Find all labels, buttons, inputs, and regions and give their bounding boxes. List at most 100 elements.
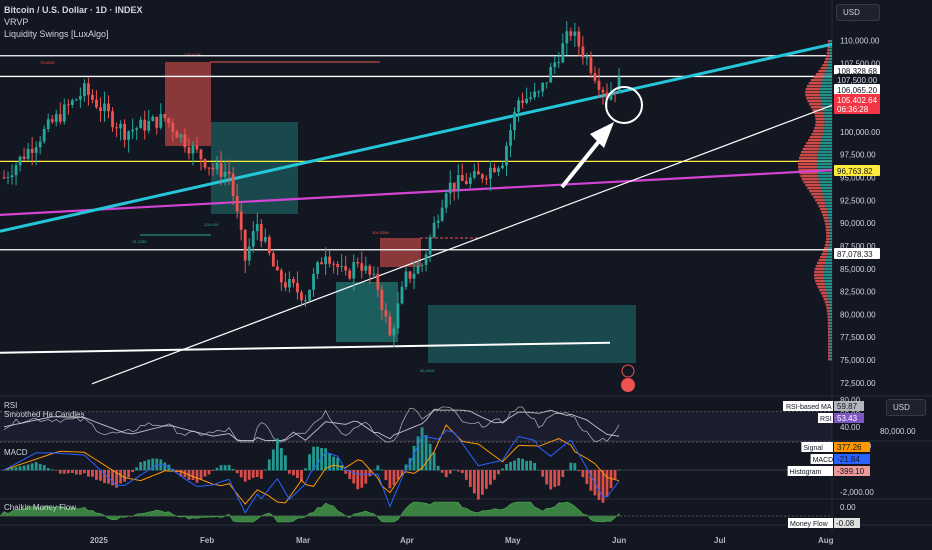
- candle: [279, 270, 283, 283]
- cmf-title[interactable]: Chaikin Money Flow: [4, 503, 77, 512]
- volume-bar: [823, 112, 832, 115]
- volume-bar: [818, 148, 832, 151]
- macd-histogram-bar: [440, 470, 444, 473]
- volume-bar: [826, 310, 830, 313]
- macd-histogram-bar: [456, 470, 460, 472]
- macd-histogram-bar: [119, 470, 122, 484]
- x-tick-label: Aug: [818, 536, 834, 545]
- x-tick-label: Jun: [612, 536, 627, 545]
- y-tick-label: 87,500.00: [840, 242, 876, 251]
- volume-bar: [826, 292, 832, 295]
- volume-bar: [826, 52, 830, 55]
- macd-histogram-bar: [517, 458, 520, 471]
- candle: [521, 100, 524, 103]
- volume-profile: [798, 40, 832, 361]
- macd-histogram-bar: [271, 449, 275, 471]
- macd-histogram-bar: [279, 448, 283, 471]
- volume-bar: [805, 91, 820, 94]
- candle: [537, 91, 541, 93]
- candle: [38, 141, 42, 148]
- volume-bar: [827, 214, 832, 217]
- symbol-title[interactable]: Bitcoin / U.S. Dollar · 1D · INDEX: [4, 5, 143, 15]
- volume-bar: [818, 70, 826, 73]
- macd-histogram-bar: [352, 470, 356, 484]
- candle: [328, 256, 332, 264]
- volume-bar: [817, 175, 832, 178]
- macd-histogram-bar: [38, 463, 42, 471]
- candle: [183, 134, 187, 148]
- volume-bar: [809, 190, 822, 193]
- volume-bar: [804, 145, 820, 148]
- currency-button[interactable]: USD: [836, 4, 880, 21]
- annotation-label: 126.42K: [204, 222, 219, 227]
- liquidity-zone: [165, 62, 211, 146]
- volume-bar: [807, 100, 821, 103]
- volume-bar: [815, 265, 825, 268]
- macd-histogram-bar: [372, 469, 376, 471]
- candle: [199, 149, 203, 160]
- candle: [207, 167, 211, 169]
- volume-bar: [827, 295, 832, 298]
- macd-histogram-bar: [324, 448, 327, 471]
- candle: [525, 98, 528, 103]
- macd-histogram-bar: [480, 470, 484, 495]
- macd-title[interactable]: MACD: [4, 448, 28, 457]
- rsi-title[interactable]: RSI: [4, 401, 18, 410]
- candle: [545, 82, 549, 84]
- indicator-liquidity-swings[interactable]: Liquidity Swings [LuxAlgo]: [4, 29, 109, 39]
- volume-bar: [830, 316, 832, 319]
- macd-histogram-bar: [219, 465, 223, 471]
- smoothed-ha-title[interactable]: Smoothed Ha Candles: [4, 410, 85, 419]
- candle: [231, 173, 235, 196]
- macd-histogram-bar: [275, 438, 279, 471]
- volume-bar: [820, 208, 827, 211]
- volume-bar: [824, 277, 832, 280]
- volume-bar: [827, 49, 830, 52]
- volume-bar: [827, 331, 831, 334]
- rsi-currency-button[interactable]: USD: [886, 399, 926, 416]
- macd-histogram-bar: [131, 470, 135, 473]
- indicator-vrvp[interactable]: VRVP: [4, 17, 29, 27]
- macd-histogram-bar: [30, 463, 34, 471]
- price-label: 106,065.20: [834, 84, 880, 95]
- candle: [99, 107, 102, 111]
- volume-bar: [822, 250, 828, 253]
- volume-bar: [814, 268, 825, 271]
- candle: [22, 156, 26, 159]
- y-tick-label: 110,000.00: [840, 37, 880, 46]
- candle: [428, 237, 432, 255]
- candle: [416, 265, 420, 274]
- candle: [78, 96, 82, 100]
- rsi-band: [0, 411, 832, 442]
- x-tick-label: Apr: [400, 536, 414, 545]
- event-icon: [621, 364, 635, 378]
- macd-histogram-bar: [549, 470, 553, 490]
- candle: [251, 231, 255, 247]
- volume-bar: [798, 163, 817, 166]
- volume-bar: [829, 52, 832, 55]
- candle: [316, 262, 319, 274]
- volume-bar: [829, 304, 832, 307]
- macd-histogram-bar: [577, 470, 581, 472]
- candle: [505, 145, 508, 166]
- volume-bar: [828, 61, 832, 64]
- macd-histogram-bar: [533, 462, 537, 471]
- volume-bar: [809, 136, 823, 139]
- candle: [95, 99, 98, 108]
- volume-bar: [806, 97, 821, 100]
- volume-bar: [814, 271, 824, 274]
- volume-bar: [829, 238, 832, 241]
- candle: [2, 177, 6, 179]
- macd-histogram-bar: [70, 470, 74, 473]
- volume-bar: [829, 232, 832, 235]
- candle: [601, 89, 605, 93]
- macd-histogram-bar: [231, 468, 235, 471]
- macd-histogram-bar: [332, 456, 336, 471]
- macd-histogram-bar: [34, 461, 38, 471]
- macd-histogram-bar: [581, 470, 585, 478]
- macd-histogram-bar: [472, 470, 476, 494]
- volume-bar: [824, 121, 832, 124]
- macd-histogram-bar: [251, 470, 255, 478]
- candle: [501, 165, 504, 169]
